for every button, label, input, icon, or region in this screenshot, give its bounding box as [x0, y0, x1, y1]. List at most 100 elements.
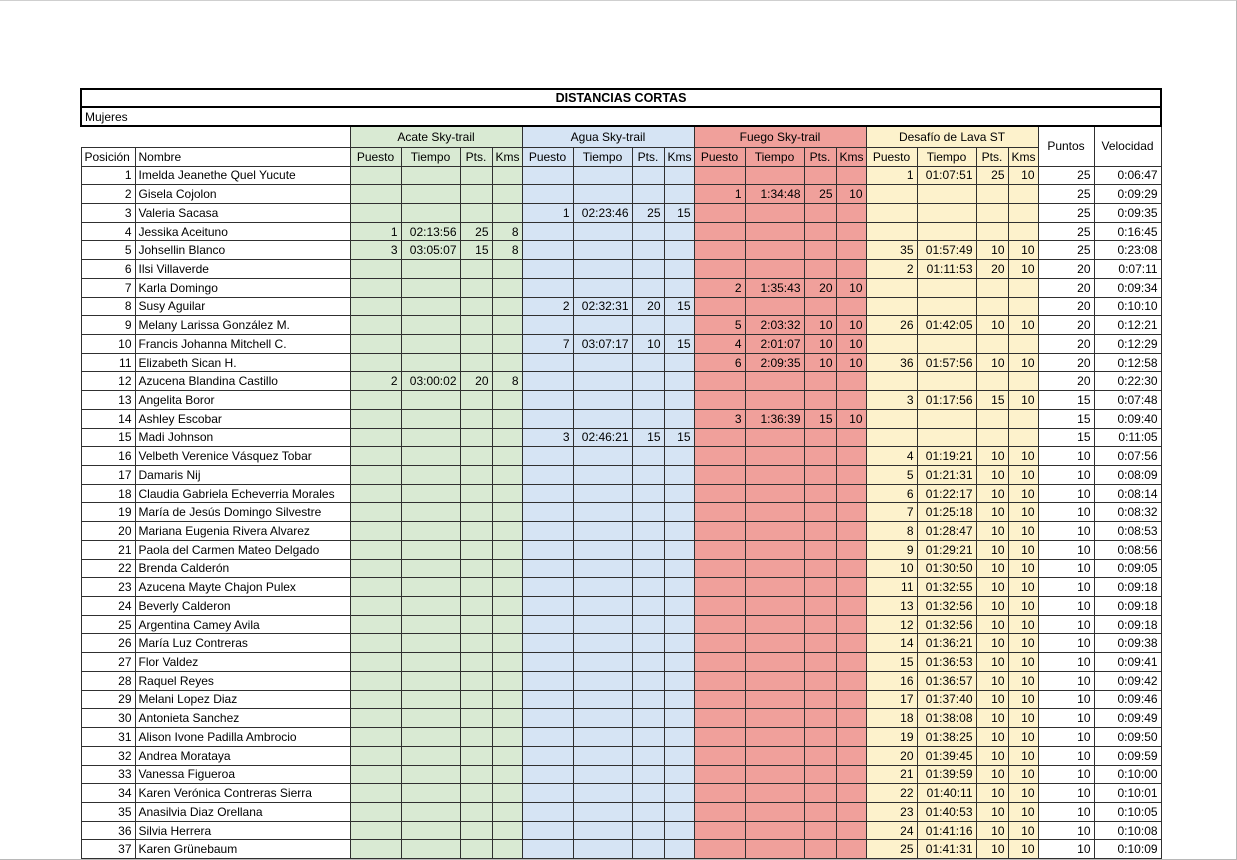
lava-tiempo-cell: 01:32:55 — [916, 577, 977, 598]
acate-pts-cell — [459, 277, 493, 298]
results-table: DISTANCIAS CORTAS Mujeres Acate Sky-trai… — [79, 88, 1163, 859]
agua-kms-cell — [663, 240, 695, 261]
result-row: 11 Elizabeth Sican H. 6 2:09:35 10 10 36 01:57:… — [80, 352, 1162, 373]
acate-kms-cell — [491, 633, 523, 654]
runner-name-cell: Karla Domingo — [134, 277, 351, 298]
fuego-puesto-cell — [693, 633, 746, 654]
agua-puesto-cell — [521, 371, 574, 392]
agua-puesto-cell — [521, 408, 574, 429]
agua-kms-cell: 15 — [663, 427, 695, 448]
velocity-cell: 0:12:58 — [1093, 352, 1162, 373]
lava-tiempo-cell: 01:40:11 — [916, 783, 977, 803]
points-cell: 10 — [1037, 801, 1095, 822]
fuego-puesto-cell — [693, 521, 746, 541]
agua-pts-cell — [631, 390, 665, 410]
velocity-cell: 0:07:56 — [1093, 446, 1162, 466]
fuego-kms-cell — [835, 221, 867, 242]
agua-puesto-cell — [521, 240, 574, 261]
lava-tiempo-cell: 01:30:50 — [916, 558, 977, 579]
agua-pts-cell — [631, 502, 665, 523]
acate-puesto-cell — [349, 727, 402, 747]
lava-puesto-cell: 25 — [865, 839, 918, 859]
fuego-kms-cell — [835, 465, 867, 485]
velocity-cell: 0:08:53 — [1093, 521, 1162, 541]
fuego-pts-cell — [803, 689, 837, 710]
runner-name-cell: María Luz Contreras — [134, 633, 351, 654]
agua-puesto-cell: 7 — [521, 333, 574, 354]
acate-puesto-cell — [349, 633, 402, 654]
fuego-pts-cell — [803, 727, 837, 747]
fuego-puesto-cell: 2 — [693, 277, 746, 298]
acate-tiempo-cell — [400, 801, 461, 822]
fuego-tiempo-cell — [744, 783, 805, 803]
lava-tiempo-cell: 01:38:25 — [916, 727, 977, 747]
lava-pts-cell: 10 — [975, 539, 1009, 560]
agua-pts-cell — [631, 371, 665, 392]
fuego-pts-cell — [803, 446, 837, 466]
fuego-kms-cell — [835, 727, 867, 747]
position-cell: 35 — [80, 801, 136, 822]
lava-kms-cell: 10 — [1007, 764, 1039, 785]
fuego-pts-cell: 15 — [803, 408, 837, 429]
runner-name-cell: Anasilvia Diaz Orellana — [134, 801, 351, 822]
acate-tiempo-cell — [400, 483, 461, 504]
acate-kms-cell — [491, 259, 523, 279]
points-cell: 10 — [1037, 558, 1095, 579]
fuego-pts-cell — [803, 596, 837, 616]
lava-puesto-cell: 8 — [865, 521, 918, 541]
runner-name-cell: Vanessa Figueroa — [134, 764, 351, 785]
acate-kms-cell — [491, 277, 523, 298]
runner-name-cell: Karen Grünebaum — [134, 839, 351, 859]
agua-tiempo-cell: 03:07:17 — [572, 333, 633, 354]
lava-tiempo-cell: 01:41:31 — [916, 839, 977, 859]
lava-puesto-cell: 4 — [865, 446, 918, 466]
agua-tiempo-cell — [572, 670, 633, 691]
position-cell: 22 — [80, 558, 136, 579]
runner-name-cell: Elizabeth Sican H. — [134, 352, 351, 373]
lava-kms-cell: 10 — [1007, 240, 1039, 261]
fuego-pts-cell — [803, 801, 837, 822]
position-cell: 1 — [80, 165, 136, 186]
agua-pts-cell — [631, 670, 665, 691]
agua-puesto-cell — [521, 801, 574, 822]
fuego-tiempo-cell: 2:09:35 — [744, 352, 805, 373]
fuego-tiempo-cell — [744, 465, 805, 485]
fuego-tiempo-cell: 1:35:43 — [744, 277, 805, 298]
lava-puesto-cell — [865, 184, 918, 204]
lava-kms-cell: 10 — [1007, 165, 1039, 186]
lava-puesto-cell: 20 — [865, 745, 918, 766]
lava-kms-cell — [1007, 371, 1039, 392]
runner-name-cell: Azucena Blandina Castillo — [134, 371, 351, 392]
lava-kms-cell — [1007, 333, 1039, 354]
agua-kms-cell: 15 — [663, 202, 695, 223]
position-cell: 32 — [80, 745, 136, 766]
position-cell: 25 — [80, 614, 136, 635]
lava-tiempo-cell: 01:38:08 — [916, 708, 977, 729]
result-row: 27 Flor Valdez 15 01:36:53 10 10 10 0:09:41 — [80, 652, 1162, 672]
acate-kms-cell — [491, 315, 523, 335]
fuego-pts-cell — [803, 259, 837, 279]
position-cell: 18 — [80, 483, 136, 504]
lava-kms-cell: 10 — [1007, 745, 1039, 766]
result-row: 12 Azucena Blandina Castillo 2 03:00:02 20 8 2… — [80, 371, 1162, 392]
agua-tiempo-cell — [572, 614, 633, 635]
velocity-cell: 0:09:18 — [1093, 596, 1162, 616]
velocity-cell: 0:09:42 — [1093, 670, 1162, 691]
lava-kms-cell: 10 — [1007, 465, 1039, 485]
runner-name-cell: Melany Larissa González M. — [134, 315, 351, 335]
group-header-lava: Desafío de Lava ST — [865, 125, 1039, 148]
agua-puesto-cell — [521, 315, 574, 335]
position-cell: 6 — [80, 259, 136, 279]
fuego-puesto-cell: 3 — [693, 408, 746, 429]
runner-name-cell: Paola del Carmen Mateo Delgado — [134, 539, 351, 560]
acate-puesto-cell — [349, 352, 402, 373]
agua-tiempo-cell — [572, 689, 633, 710]
acate-puesto-cell — [349, 483, 402, 504]
acate-puesto-cell — [349, 165, 402, 186]
acate-puesto-cell — [349, 577, 402, 598]
velocity-cell: 0:09:40 — [1093, 408, 1162, 429]
fuego-puesto-cell — [693, 783, 746, 803]
acate-tiempo-cell — [400, 745, 461, 766]
points-cell: 20 — [1037, 371, 1095, 392]
lava-tiempo-cell: 01:41:16 — [916, 820, 977, 841]
